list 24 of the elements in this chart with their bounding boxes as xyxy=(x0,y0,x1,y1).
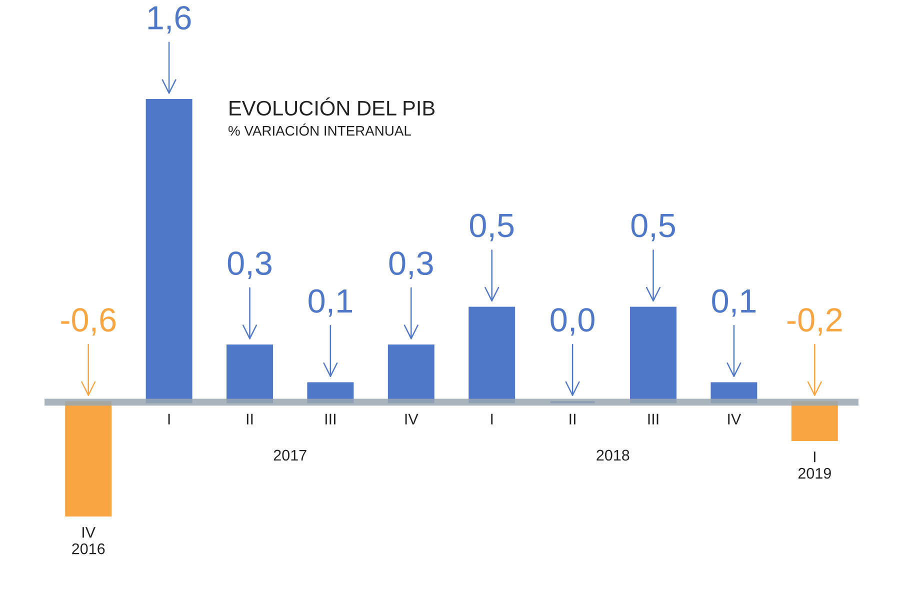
x-tick-label: I 2019 xyxy=(798,452,831,479)
x-tick-label: IV 2016 xyxy=(72,527,105,554)
data-label: -0,2 xyxy=(787,308,842,336)
x-tick-label: IV xyxy=(405,414,418,424)
x-tick-label: I xyxy=(168,414,170,424)
annotation: 2018 xyxy=(596,450,630,461)
x-tick-label: III xyxy=(648,414,658,424)
x-tick-label: IV xyxy=(728,414,742,424)
x-tick-label: II xyxy=(570,414,576,424)
data-label: 1,6 xyxy=(148,6,191,34)
data-label: 0,3 xyxy=(389,251,433,279)
data-label: 0,5 xyxy=(631,214,676,242)
data-label: -0,6 xyxy=(61,308,116,336)
chart-title: EVOLUCIÓN DEL PIB xyxy=(230,97,435,116)
data-label: 0,3 xyxy=(228,251,272,279)
x-tick-label: II xyxy=(246,414,253,424)
x-tick-label: I xyxy=(491,414,493,424)
data-label: 0,1 xyxy=(308,289,352,317)
annotation: 2017 xyxy=(274,450,306,461)
data-label: 0,0 xyxy=(550,308,594,336)
x-tick-label: III xyxy=(325,414,336,424)
data-label: 0,1 xyxy=(712,289,756,317)
data-label: 0,5 xyxy=(470,214,514,242)
text: % VARIACIÓN INTERANUAL xyxy=(228,124,411,136)
